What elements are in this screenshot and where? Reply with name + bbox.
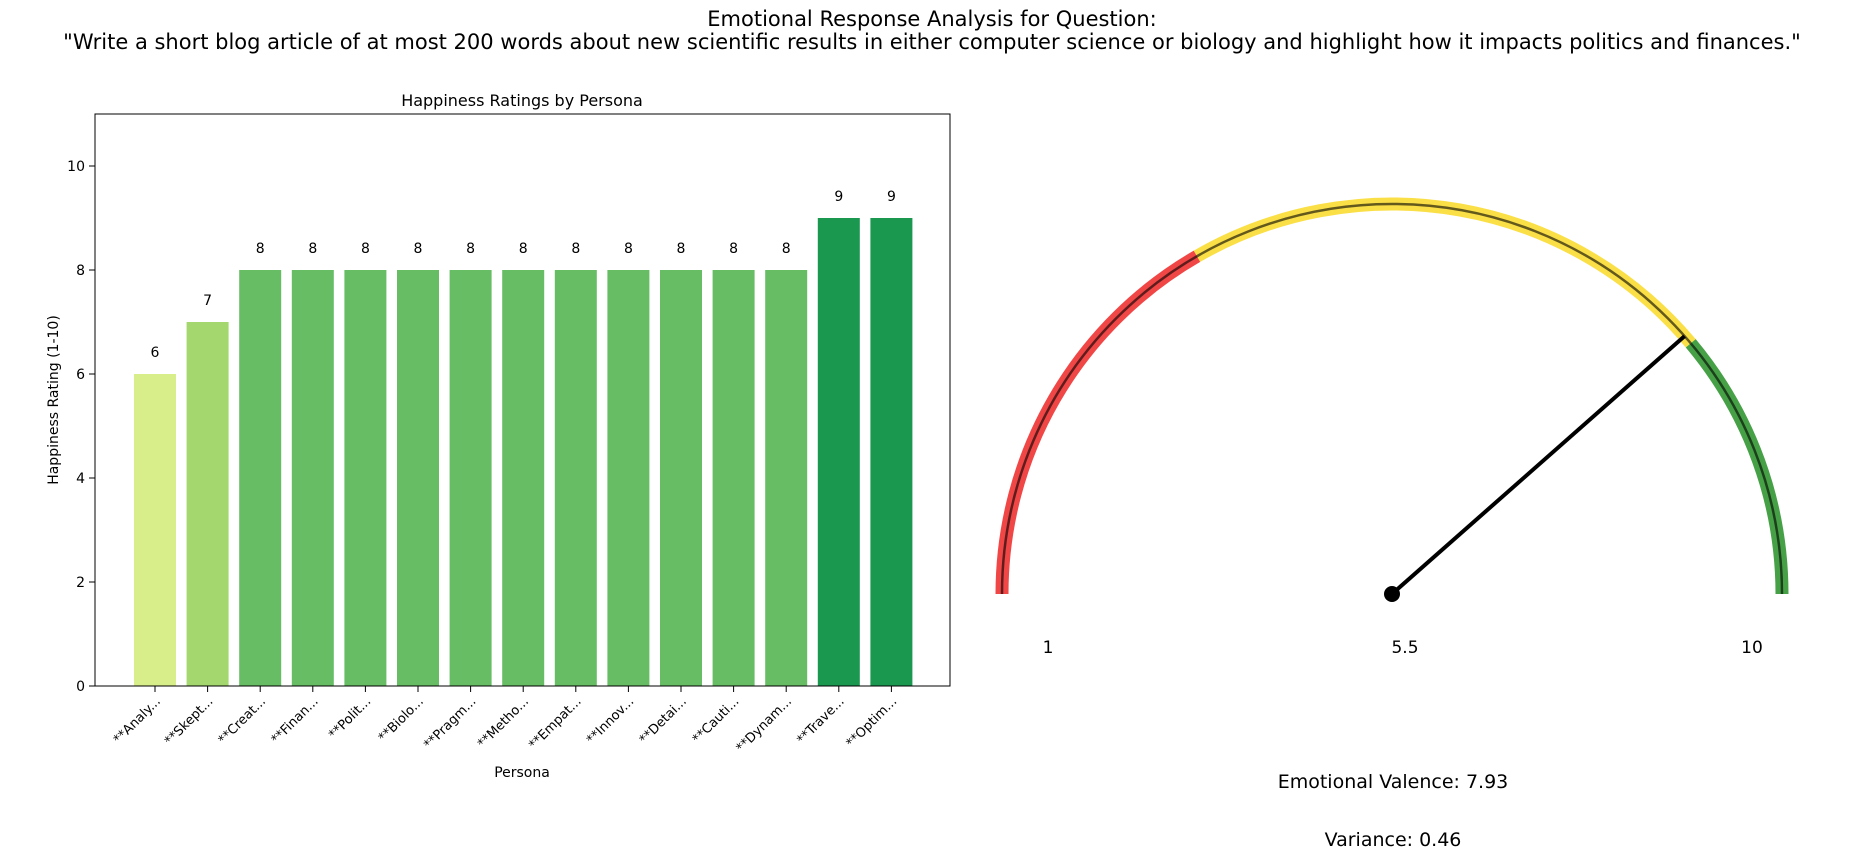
bar	[870, 218, 913, 686]
bar	[344, 270, 387, 686]
x-tick-label: **Innov...	[584, 694, 637, 747]
x-tick-label: **Finan...	[269, 694, 322, 747]
bar	[765, 270, 808, 686]
bar-value-label: 8	[256, 241, 265, 257]
x-tick-label: **Trave...	[794, 694, 847, 747]
figure-title-line2: "Write a short blog article of at most 2…	[63, 30, 1801, 54]
x-tick-label: **Analy...	[111, 694, 164, 747]
x-tick-label: **Optim...	[843, 694, 900, 751]
emotional-valence-label: Emotional Valence: 7.93	[1278, 771, 1509, 793]
bar-value-label: 8	[519, 241, 528, 257]
figure-title-line1: Emotional Response Analysis for Question…	[707, 7, 1156, 31]
bar-value-label: 8	[466, 241, 475, 257]
bar-value-label: 8	[308, 241, 317, 257]
bar-value-label: 8	[782, 241, 791, 257]
y-tick-label: 6	[76, 367, 85, 383]
bar-value-label: 9	[887, 189, 896, 205]
bar-value-label: 8	[624, 241, 633, 257]
x-tick-label: **Polit...	[326, 694, 374, 742]
gauge-bands	[995, 197, 1789, 595]
bar-chart-title: Happiness Ratings by Persona	[401, 91, 643, 110]
bar	[502, 270, 545, 686]
x-tick-label: **Skept...	[162, 694, 216, 748]
bar-value-label: 7	[203, 293, 212, 309]
bar	[554, 270, 597, 686]
gauge-band	[995, 250, 1201, 595]
y-tick-label: 10	[67, 159, 85, 175]
plot-frame	[94, 113, 951, 687]
gauge-min-label: 1	[1043, 638, 1054, 658]
gauge-mid-label: 5.5	[1391, 638, 1418, 658]
bar-layer: 6 7 8 8 8 8 8 8 8 8 8 8 8 9 9	[134, 189, 913, 686]
y-tick-label: 0	[76, 679, 85, 695]
y-tick-label: 8	[76, 263, 85, 279]
y-tick-label: 2	[76, 575, 85, 591]
y-tick-label: 4	[76, 471, 85, 487]
x-axis-label: Persona	[494, 765, 550, 781]
bar-value-label: 8	[414, 241, 423, 257]
x-axis: **Analy...**Skept... **Creat... **Finan...…	[111, 686, 900, 756]
bar	[186, 322, 229, 686]
gauge-chart: 1 5.5 10 Emotional Valence: 7.93 Varianc…	[995, 197, 1789, 851]
gauge-needle	[1390, 334, 1686, 596]
bar	[134, 374, 176, 686]
y-axis-label: Happiness Rating (1-10)	[46, 315, 62, 485]
gauge-hub	[1384, 586, 1400, 602]
x-tick-label: **Biolo...	[376, 694, 427, 745]
bar	[291, 270, 334, 686]
bar	[397, 270, 439, 686]
y-axis: 0 2 4 6 8 10	[67, 159, 95, 695]
bar-value-label: 8	[361, 241, 370, 257]
bar	[449, 270, 492, 686]
x-tick-label: **Pragm...	[421, 694, 479, 752]
gauge-max-label: 10	[1741, 638, 1763, 658]
bar-value-label: 8	[729, 241, 738, 257]
variance-label: Variance: 0.46	[1325, 829, 1462, 851]
bar-value-label: 6	[151, 345, 160, 361]
x-tick-label: **Empat...	[526, 694, 584, 752]
gauge-inner-arc	[1000, 202, 1784, 595]
x-tick-label: **Metho...	[475, 694, 532, 751]
bar-value-label: 8	[677, 241, 686, 257]
bar	[239, 270, 282, 686]
x-tick-label: **Creat...	[216, 694, 269, 747]
bar	[660, 270, 702, 686]
bar-value-label: 9	[834, 189, 843, 205]
bar	[712, 270, 755, 686]
bar-chart: Happiness Ratings by Persona 6 7 8 8 8 8 8 8 8 8 8…	[46, 91, 951, 781]
gauge-band	[1685, 339, 1789, 595]
x-tick-label: **Cauti...	[690, 694, 743, 747]
x-tick-label: **Dynam...	[734, 694, 796, 756]
bar	[607, 270, 650, 686]
bar-value-label: 8	[571, 241, 580, 257]
x-tick-label: **Detai...	[637, 694, 690, 747]
bar	[817, 218, 860, 686]
